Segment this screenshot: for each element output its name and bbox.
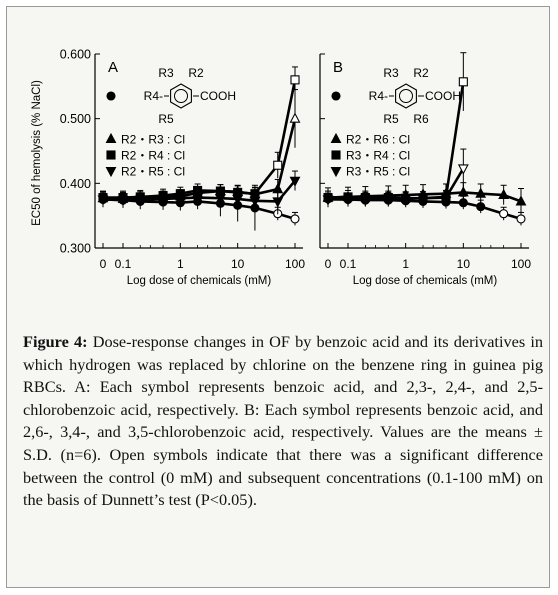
- y-axis-label: EC50 of hemolysis (% NaCl): [31, 80, 43, 226]
- structure-label: R5: [383, 112, 399, 126]
- data-point: [440, 193, 452, 204]
- y-tick-label: 0.600: [60, 48, 91, 62]
- benzene-inner-ring: [399, 89, 413, 103]
- structure-label: R2: [188, 66, 204, 80]
- chart: EC50 of hemolysis (% NaCl) Log dose of ch…: [31, 48, 531, 288]
- x-tick-label: 10: [231, 257, 245, 271]
- figure-card: EC50 of hemolysis (% NaCl) Log dose of ch…: [6, 6, 550, 588]
- x-tick-label: 0: [100, 257, 107, 271]
- y-tick-label: 0.400: [60, 177, 91, 191]
- structure-label: R2: [413, 66, 429, 80]
- panel-label: A: [108, 59, 118, 76]
- data-point: [322, 195, 334, 206]
- x-tick-label: 0.1: [340, 257, 357, 271]
- legend-text: R2・R3 : Cl: [121, 133, 185, 147]
- data-point: [382, 194, 394, 206]
- x-axis-label-b: Log dose of chemicals (mM): [353, 275, 498, 287]
- y-tick-label: 0.500: [60, 112, 91, 126]
- data-point: [476, 202, 486, 212]
- data-point: [475, 187, 487, 198]
- x-tick-label: 10: [457, 257, 471, 271]
- data-point: [214, 194, 226, 205]
- x-tick-label: 0.1: [115, 257, 132, 271]
- legend-text: R3・R5 : Cl: [346, 165, 410, 179]
- data-point: [457, 164, 469, 175]
- panel-label: B: [333, 59, 343, 76]
- series-triangle-down: [322, 148, 469, 206]
- data-point: [134, 195, 146, 206]
- legend: R2・R3 : Cl R2・R4 : Cl R2・R5 : Cl: [105, 91, 185, 179]
- data-point: [499, 209, 509, 219]
- data-point: [157, 194, 169, 206]
- data-point: [174, 194, 186, 205]
- structure-label: COOH: [425, 89, 461, 103]
- x-tick-label: 100: [285, 257, 305, 271]
- data-point: [457, 186, 469, 197]
- data-point: [359, 194, 371, 206]
- data-point: [273, 160, 283, 170]
- legend-marker: [330, 166, 342, 178]
- legend-marker: [331, 91, 341, 101]
- data-point: [515, 195, 527, 206]
- x-tick-label: 100: [511, 257, 531, 271]
- data-point: [400, 194, 412, 206]
- data-point: [458, 77, 468, 87]
- structure-label: R5: [158, 112, 174, 126]
- structure-label: COOH: [200, 89, 236, 103]
- legend-marker: [331, 150, 341, 160]
- x-tick-label: 0: [325, 257, 332, 271]
- data-point: [232, 194, 244, 206]
- legend-marker: [105, 166, 117, 178]
- benzene-ring: [170, 83, 192, 109]
- data-point: [516, 214, 526, 224]
- legend-marker: [106, 91, 116, 101]
- legend-text: R2・R6 : Cl: [346, 133, 410, 147]
- legend: R2・R6 : Cl R3・R4 : Cl R3・R5 : Cl: [330, 91, 410, 179]
- benzene-structure: R3 R2 R4- COOH R5 R6: [369, 66, 461, 126]
- data-point: [192, 193, 204, 204]
- benzene-ring: [395, 83, 417, 109]
- x-axis-label-a: Log dose of chemicals (mM): [127, 275, 272, 287]
- structure-label: R3: [383, 66, 399, 80]
- data-point: [498, 188, 510, 200]
- data-point: [342, 195, 354, 206]
- legend-text: R3・R4 : Cl: [346, 149, 410, 163]
- series-triangle-down: [97, 170, 301, 215]
- structure-label: R6: [413, 112, 429, 126]
- data-point: [290, 214, 300, 224]
- data-point: [289, 112, 301, 123]
- data-point: [249, 196, 261, 207]
- figure-caption: Figure 4: Dose-response changes in OF by…: [23, 331, 543, 512]
- data-point: [97, 195, 109, 206]
- data-point: [289, 176, 301, 187]
- data-point: [290, 75, 300, 85]
- structure-label: R4-: [144, 89, 163, 103]
- structure-label: R4-: [369, 89, 388, 103]
- y-tick-label: 0.300: [60, 242, 91, 256]
- benzene-structure: R3 R2 R4- COOH R5: [144, 66, 236, 126]
- legend-marker: [330, 132, 342, 144]
- data-point: [417, 194, 429, 205]
- x-tick-label: 1: [402, 257, 409, 271]
- x-tick-label: 1: [177, 257, 184, 271]
- figure-label: Figure 4:: [23, 332, 88, 351]
- legend-text: R2・R5 : Cl: [121, 165, 185, 179]
- benzene-inner-ring: [174, 89, 188, 103]
- data-point: [117, 196, 129, 207]
- structure-label: R3: [158, 66, 174, 80]
- legend-marker: [105, 132, 117, 144]
- legend-marker: [106, 150, 116, 160]
- panel-a: 0.300 0.400 0.500 0.600 0 0.1 1 10 100 A R3 R2 R4- CO…: [60, 48, 306, 272]
- legend-text: R2・R4 : Cl: [121, 149, 185, 163]
- caption-text: Dose-response changes in OF by benzoic a…: [23, 332, 543, 510]
- data-point: [272, 197, 284, 208]
